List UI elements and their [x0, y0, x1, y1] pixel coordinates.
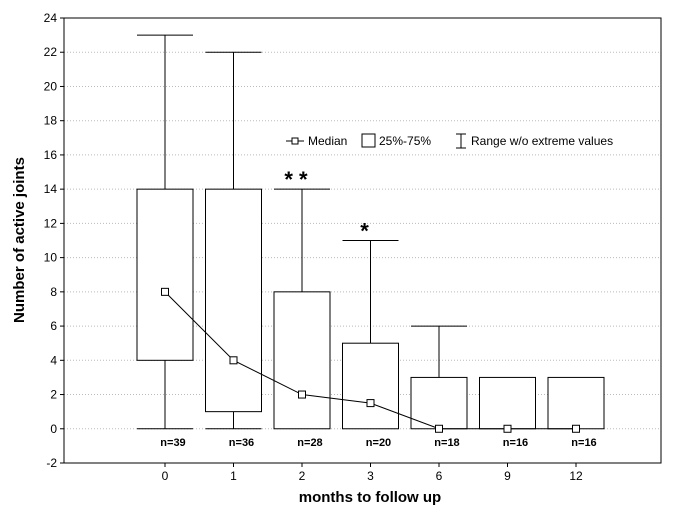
n-label: n=39	[160, 437, 185, 449]
y-tick-label: 12	[44, 216, 58, 230]
y-tick-label: 6	[50, 319, 57, 333]
iqr-box	[547, 376, 605, 430]
y-tick-label: -2	[46, 456, 57, 470]
n-label: n=16	[571, 437, 596, 449]
significance-marks: * * *	[284, 167, 369, 243]
n-label: n=16	[503, 437, 528, 449]
n-label: n=28	[297, 437, 322, 449]
significance-mark: *	[360, 219, 369, 244]
x-tick-label: 12	[569, 469, 583, 483]
n-label: n=18	[434, 437, 459, 449]
y-tick-label: 20	[44, 79, 58, 93]
iqr-box	[342, 342, 399, 430]
legend-median-marker-icon	[291, 137, 299, 145]
box-1	[205, 51, 262, 430]
y-tick-label: 2	[50, 388, 57, 402]
y-axis-title: Number of active joints	[11, 157, 28, 323]
x-tick-label: 3	[367, 469, 374, 483]
x-ticks: 0 1 2 3 6 9 12	[162, 463, 583, 483]
median-marker	[298, 390, 306, 399]
x-tick-label: 0	[162, 469, 169, 483]
legend-whisker-icon	[456, 133, 466, 149]
box-9	[479, 376, 536, 430]
y-tick-label: 10	[44, 251, 58, 265]
median-marker	[366, 399, 375, 408]
legend-box-icon	[361, 133, 376, 148]
box-6	[410, 325, 468, 430]
iqr-box	[479, 376, 536, 430]
significance-mark: * *	[284, 167, 308, 192]
box-3	[342, 240, 399, 430]
y-tick-label: 8	[50, 285, 57, 299]
n-labels: n=39 n=36 n=28 n=20 n=18 n=16 n=16	[160, 437, 596, 449]
iqr-box	[136, 188, 194, 361]
box-2	[273, 188, 331, 430]
median-marker	[229, 356, 238, 365]
legend-median-label: Median	[308, 134, 347, 148]
box-12	[547, 376, 605, 430]
x-tick-label: 6	[436, 469, 443, 483]
legend: Median 25%-75% Range w/o extreme values	[286, 133, 613, 149]
y-tick-label: 18	[44, 114, 58, 128]
x-tick-label: 9	[504, 469, 511, 483]
median-marker	[161, 287, 169, 296]
boxes	[136, 34, 605, 430]
median-marker	[435, 424, 443, 433]
legend-whisker-label: Range w/o extreme values	[471, 134, 613, 148]
box-0	[136, 34, 194, 430]
median-marker	[572, 424, 580, 433]
median-line	[161, 287, 580, 433]
iqr-box	[410, 376, 468, 430]
iqr-box	[205, 188, 262, 413]
n-label: n=20	[366, 437, 391, 449]
y-tick-label: 16	[44, 148, 58, 162]
median-marker	[503, 424, 512, 433]
y-tick-label: 22	[44, 45, 58, 59]
x-tick-label: 2	[299, 469, 306, 483]
x-axis-title: months to follow up	[299, 489, 441, 506]
x-tick-label: 1	[230, 469, 237, 483]
y-tick-label: 0	[50, 422, 57, 436]
y-tick-label: 4	[50, 353, 57, 367]
n-label: n=36	[229, 437, 254, 449]
y-tick-label: 24	[44, 11, 58, 25]
y-tick-label: 14	[44, 182, 58, 196]
legend-box-label: 25%-75%	[379, 134, 431, 148]
plot-frame	[63, 17, 662, 464]
iqr-box	[273, 291, 331, 430]
